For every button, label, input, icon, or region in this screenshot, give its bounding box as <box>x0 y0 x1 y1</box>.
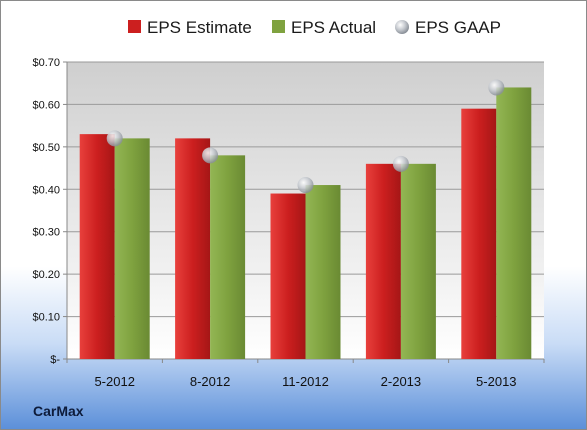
x-tick-label: 8-2012 <box>190 374 230 389</box>
gaap-markers <box>106 79 505 194</box>
bar-eps-actual <box>305 185 341 359</box>
y-tick-label: $0.40 <box>32 184 60 196</box>
bars <box>79 87 532 360</box>
y-tick-label: $0.60 <box>32 99 60 111</box>
x-tick-label: 5-2013 <box>476 374 516 389</box>
bar-eps-estimate <box>365 163 401 359</box>
bar-eps-actual <box>400 163 436 359</box>
bar-eps-actual <box>210 155 246 359</box>
x-tick-label: 2-2013 <box>381 374 421 389</box>
y-tick-label: $0.30 <box>32 227 60 239</box>
legend-label-eps-estimate: EPS Estimate <box>147 18 252 37</box>
bar-eps-estimate <box>175 138 211 359</box>
marker-eps-gaap <box>297 177 314 194</box>
bar-eps-actual <box>114 138 150 359</box>
marker-eps-gaap <box>488 79 505 96</box>
bar-eps-actual <box>496 87 532 359</box>
marker-eps-gaap <box>202 147 219 164</box>
marker-eps-gaap <box>392 155 409 172</box>
x-tick-label: 5-2012 <box>94 374 134 389</box>
bar-eps-estimate <box>461 108 497 360</box>
x-axis-ticks: 5-2012 8-2012 11-2012 2-2013 5-2013 <box>94 374 516 389</box>
x-tick-label: 11-2012 <box>282 374 329 389</box>
y-tick-label: $- <box>50 354 60 366</box>
legend-swatch-eps-actual <box>272 20 285 33</box>
legend-swatch-eps-gaap <box>395 20 409 34</box>
y-tick-label: $0.50 <box>32 142 60 154</box>
y-axis-ticks: $- $0.10 $0.20 $0.30 $0.40 $0.50 $0.60 $0.70 <box>32 57 60 366</box>
legend-label-eps-gaap: EPS GAAP <box>415 18 501 37</box>
legend-label-eps-actual: EPS Actual <box>291 18 376 37</box>
bar-eps-estimate <box>270 193 306 359</box>
y-tick-label: $0.20 <box>32 269 60 281</box>
y-tick-label: $0.10 <box>32 312 60 324</box>
bar-eps-estimate <box>79 134 115 359</box>
y-tick-label: $0.70 <box>32 57 60 69</box>
marker-eps-gaap <box>106 130 123 147</box>
company-label: CarMax <box>33 403 84 419</box>
chart-legend: EPS Estimate EPS Actual EPS GAAP <box>128 18 501 37</box>
legend-swatch-eps-estimate <box>128 20 141 33</box>
